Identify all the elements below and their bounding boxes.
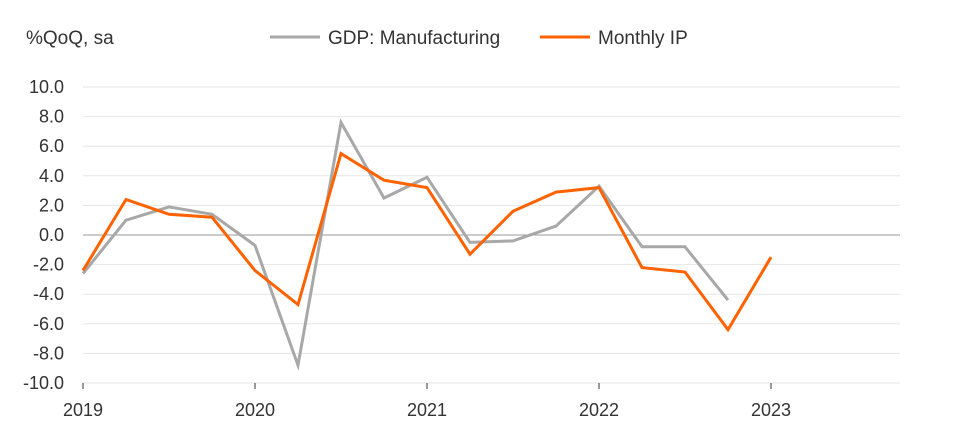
y-tick-label: 4.0 [39,166,64,186]
grid-layer [83,86,900,384]
legend: GDP: Manufacturing Monthly IP [270,28,688,49]
y-tick-label: -2.0 [33,255,64,275]
series-line-monthly-ip [81,151,773,333]
x-tick-label: 2019 [63,400,103,420]
axis-layer: 10.0 8.0 6.0 4.0 2.0 0.0 -2.0 -4.0 -6.0 -8.0 -10.0… [23,77,791,420]
series-layer [81,118,773,372]
y-tick-label: -4.0 [33,284,64,304]
series-line-gdp-manufacturing [81,118,730,372]
y-tick-label: 2.0 [39,195,64,215]
x-tick-label: 2023 [751,400,791,420]
legend-label-monthly-ip: Monthly IP [598,28,688,49]
y-tick-label: 10.0 [29,77,64,97]
x-tick-label: 2020 [235,400,275,420]
legend-label-gdp-manufacturing: GDP: Manufacturing [328,28,500,49]
y-tick-label: -8.0 [33,343,64,363]
x-tick-label: 2021 [407,400,447,420]
y-axis-unit-label: %QoQ, sa [26,28,114,49]
y-tick-label: 6.0 [39,136,64,156]
y-tick-label: 8.0 [39,107,64,127]
y-tick-label: -6.0 [33,314,64,334]
y-tick-label: 0.0 [39,225,64,245]
y-tick-label: -10.0 [23,373,64,393]
x-tick-label: 2022 [579,400,619,420]
